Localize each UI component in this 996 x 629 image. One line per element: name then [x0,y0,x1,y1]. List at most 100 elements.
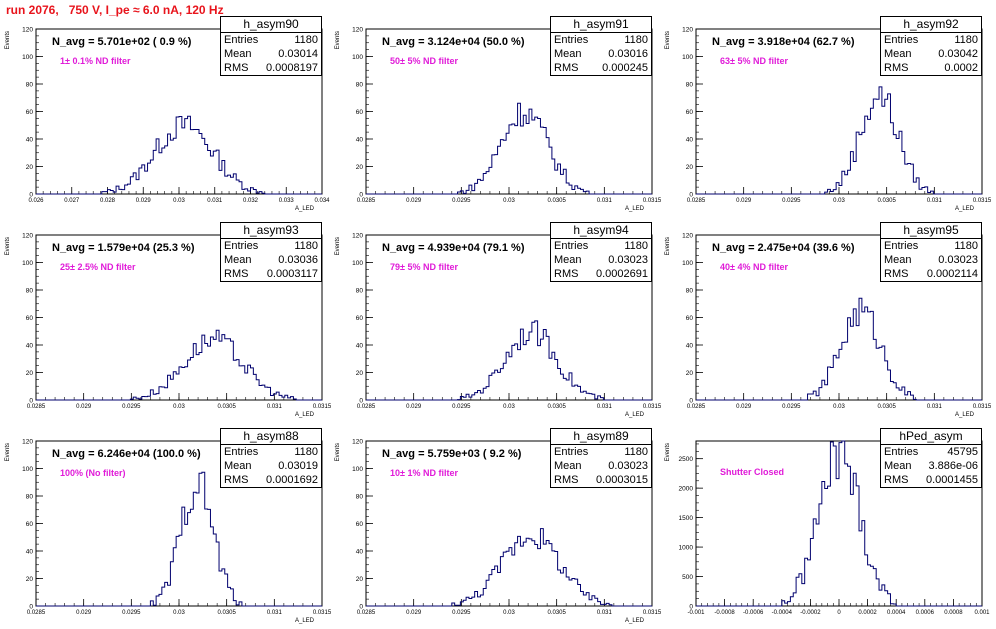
x-axis-label: A_LED [295,618,315,624]
x-tick-label: 0.031 [927,198,943,204]
y-tick-label: 40 [26,549,34,556]
x-tick-label: 0.027 [64,198,80,204]
y-axis-label: Events [335,443,341,461]
y-tick-label: 40 [686,137,694,144]
histogram-svg: 0 20 40 60 80 100 120 0.0285 0.029 0.0295 0.03 0.03… [5,439,332,625]
stat-row-mean: Mean 0.03036 [221,253,321,267]
histogram-name: h_asym94 [551,223,651,239]
x-tick-label: 0.0315 [973,198,992,204]
x-tick-label: 0.0305 [547,404,566,410]
stat-value: 45795 [947,446,978,458]
x-tick-label: 0.031 [267,610,283,616]
stat-box: h_asym95 Entries 1180 Mean 0.03023 RMS 0.00021… [880,222,982,282]
y-tick-label: 80 [356,82,364,89]
filter-label: 50± 5% ND filter [390,56,458,66]
histogram-line [696,297,982,401]
y-tick-label: 20 [686,370,694,377]
filter-label: 40± 4% ND filter [720,262,788,272]
stat-value: 1180 [294,446,318,458]
y-tick-label: 1500 [679,515,694,522]
y-tick-label: 100 [352,466,363,473]
filter-label: 1± 0.1% ND filter [60,56,131,66]
stat-label: Entries [884,34,919,46]
stat-value: 0.0002 [944,62,978,74]
y-tick-label: 20 [26,164,34,171]
stat-value: 1180 [624,34,648,46]
stat-box: h_asym90 Entries 1180 Mean 0.03014 RMS 0.00081… [220,16,322,76]
y-tick-label: 0 [359,192,363,199]
n-avg-label: N_avg = 6.246e+04 (100.0 %) [52,448,201,460]
y-axis-label: Events [665,443,671,461]
x-tick-label: 0.03 [173,404,185,410]
x-tick-label: -0.0002 [800,610,821,616]
stat-row-entries: Entries 1180 [551,33,651,47]
stat-value: 1180 [954,34,978,46]
y-tick-label: 60 [26,315,34,322]
y-axis-label: Events [335,31,341,49]
y-tick-label: 0 [689,398,693,405]
y-tick-label: 80 [26,82,34,89]
stat-value: 1180 [294,240,318,252]
histogram-svg: 0 20 40 60 80 100 120 0.0285 0.029 0.0295 0.03 0.03… [5,233,332,419]
y-tick-label: 120 [352,439,363,446]
y-tick-label: 0 [359,398,363,405]
x-tick-label: 0.0305 [547,198,566,204]
x-tick-label: 0.0285 [357,610,376,616]
y-tick-label: 40 [686,343,694,350]
y-tick-label: 40 [356,549,364,556]
stat-row-entries: Entries 1180 [551,239,651,253]
y-tick-label: 40 [26,137,34,144]
x-tick-label: 0.028 [100,198,116,204]
stat-row-mean: Mean 0.03016 [551,47,651,61]
stat-row-rms: RMS 0.0002 [881,61,981,75]
x-tick-label: 0.03 [503,198,515,204]
n-avg-label: N_avg = 2.475e+04 (39.6 %) [712,242,855,254]
histogram-panel-h_asym89: 0 20 40 60 80 100 120 0.0285 0.029 0.0295 0.03 0.03… [330,424,662,629]
x-tick-label: 0.0305 [217,404,236,410]
y-tick-label: 20 [356,576,364,583]
histogram-line [366,528,652,607]
x-tick-label: 0.0305 [877,404,896,410]
x-tick-label: 0.029 [736,404,752,410]
x-tick-label: 0.0305 [547,610,566,616]
stat-row-entries: Entries 45795 [881,445,981,459]
x-tick-label: 0.034 [314,198,330,204]
stat-label: RMS [554,474,579,486]
stat-label: Entries [554,240,589,252]
stat-value: 0.03019 [278,460,318,472]
y-tick-label: 80 [686,82,694,89]
x-tick-label: 0.03 [503,610,515,616]
x-tick-label: 0.029 [406,404,422,410]
y-tick-label: 40 [26,343,34,350]
stat-row-mean: Mean 0.03023 [881,253,981,267]
x-tick-label: 0.0285 [27,610,46,616]
stat-box: h_asym91 Entries 1180 Mean 0.03016 RMS 0.00024… [550,16,652,76]
x-tick-label: 0.026 [28,198,44,204]
histogram-svg: 0 20 40 60 80 100 120 0.0285 0.029 0.0295 0.03 0.03… [665,233,992,419]
filter-label: 10± 1% ND filter [390,468,458,478]
y-tick-label: 80 [26,494,34,501]
stat-label: RMS [554,268,579,280]
histogram-svg: 0 500 1000 1500 2000 2500 -0.001 -0.0008 -0.0006… [665,440,990,616]
y-tick-label: 20 [26,370,34,377]
x-tick-label: 0.0315 [643,404,662,410]
y-axis-label: Events [665,237,671,255]
y-tick-label: 100 [22,54,33,61]
stat-box: h_asym88 Entries 1180 Mean 0.03019 RMS 0.00016… [220,428,322,488]
y-tick-label: 40 [356,343,364,350]
y-tick-label: 500 [682,574,693,581]
stat-label: Entries [554,34,589,46]
x-tick-label: 0.033 [279,198,295,204]
stat-box: h_asym92 Entries 1180 Mean 0.03042 RMS 0.0002 [880,16,982,76]
x-tick-label: 0.031 [927,404,943,410]
x-tick-label: 0.029 [76,610,92,616]
stat-value: 0.03042 [938,48,978,60]
y-tick-label: 60 [26,109,34,116]
x-tick-label: 0.0285 [357,198,376,204]
stat-box: h_asym89 Entries 1180 Mean 0.03023 RMS 0.00030… [550,428,652,488]
stat-row-entries: Entries 1180 [221,239,321,253]
y-tick-label: 100 [22,466,33,473]
stat-label: Mean [884,48,912,60]
n-avg-label: N_avg = 3.918e+04 (62.7 %) [712,36,855,48]
histogram-panel-h_asym94: 0 20 40 60 80 100 120 0.0285 0.029 0.0295 0.03 0.03… [330,218,662,423]
